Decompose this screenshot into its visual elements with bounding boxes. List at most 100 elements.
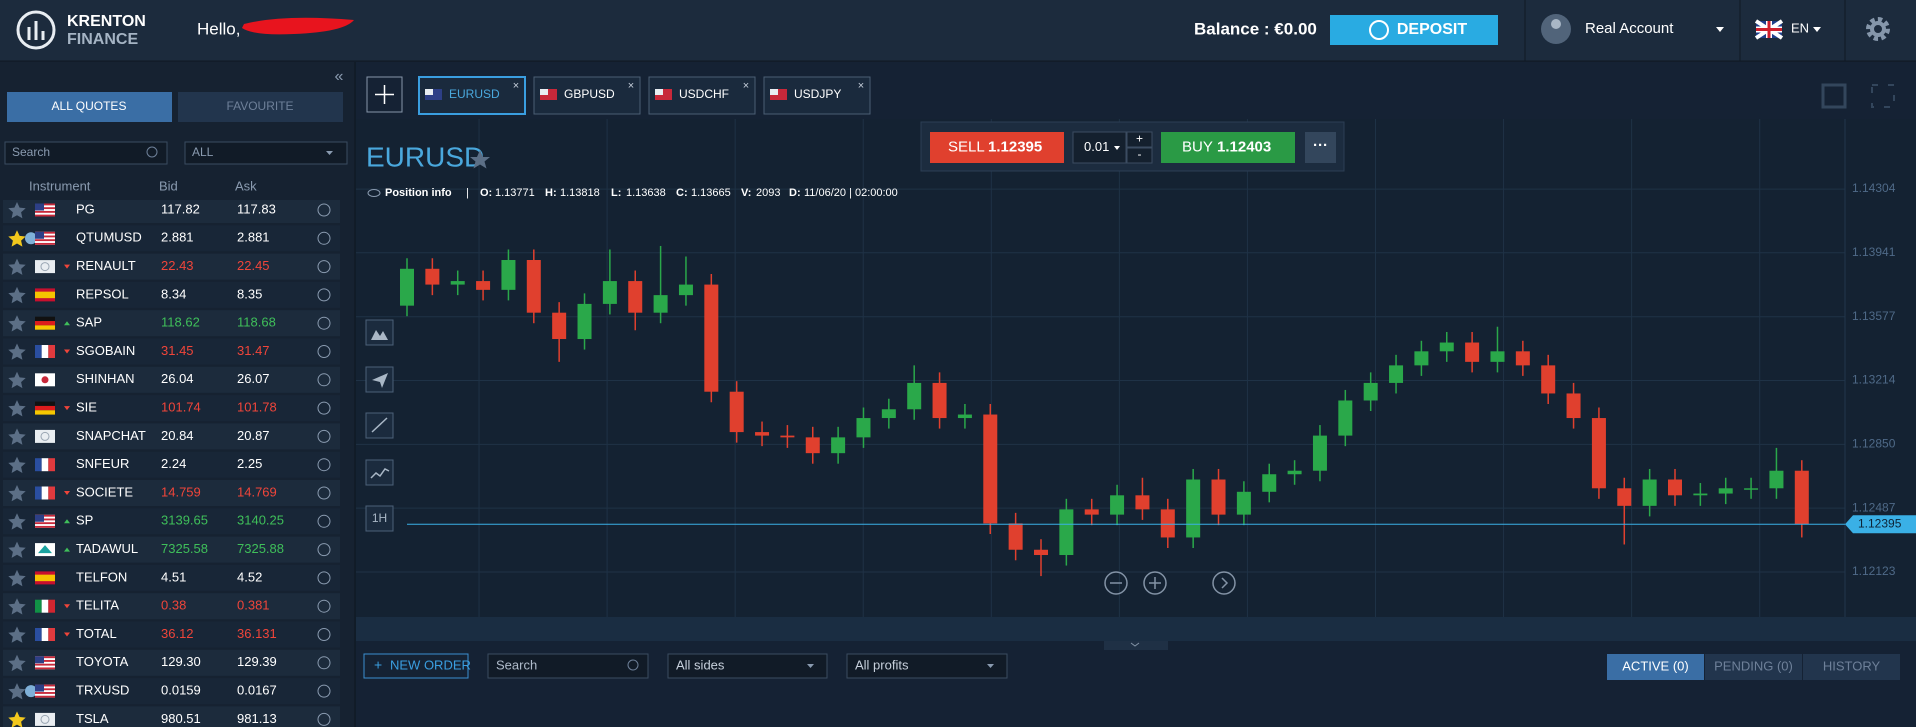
dropdown-arrow[interactable] [807, 664, 814, 668]
search-input[interactable] [4, 141, 168, 165]
uk-flag[interactable] [1754, 19, 1784, 40]
instrument[interactable]: QTUMUSD [76, 230, 142, 245]
instrument[interactable]: TELFON [76, 569, 127, 584]
tab-label[interactable]: USDCHF [679, 87, 729, 101]
info-icon[interactable] [317, 571, 331, 585]
filter-value[interactable]: ALL [192, 145, 214, 159]
tab-label[interactable]: ALL QUOTES [52, 99, 127, 113]
new-order-button[interactable] [363, 653, 469, 679]
tab-close[interactable]: × [743, 80, 749, 92]
star[interactable] [8, 400, 26, 417]
tool-indicator[interactable] [365, 459, 394, 486]
sides-select[interactable] [667, 653, 828, 679]
search-placeholder[interactable]: Search [12, 145, 50, 159]
instrument[interactable]: TOTAL [76, 626, 117, 641]
order-tab[interactable] [1803, 654, 1900, 680]
dropdown-arrow[interactable] [1114, 146, 1120, 150]
info-icon[interactable] [317, 712, 331, 726]
star[interactable] [8, 485, 26, 502]
info-icon[interactable] [317, 656, 331, 670]
sell-button[interactable] [930, 132, 1064, 163]
instrument[interactable]: TELITA [76, 598, 119, 613]
layout-icon[interactable] [1821, 83, 1847, 109]
sides-value[interactable]: All sides [676, 657, 725, 672]
timeframe[interactable]: 1H [372, 511, 387, 525]
info-icon[interactable] [317, 345, 331, 358]
zoom-in[interactable] [1143, 571, 1167, 595]
star[interactable] [8, 598, 26, 615]
tab-favourite[interactable] [178, 92, 343, 122]
instrument[interactable]: REPSOL [76, 286, 129, 301]
tab-all-quotes[interactable] [7, 92, 172, 122]
order-tab[interactable] [1705, 654, 1802, 680]
star[interactable] [8, 428, 26, 445]
dropdown-arrow[interactable] [326, 151, 333, 155]
order-tab[interactable] [1607, 654, 1704, 680]
info-icon[interactable] [317, 599, 331, 613]
instrument[interactable]: PG [76, 201, 95, 216]
lot-value[interactable]: 0.01 [1084, 139, 1109, 154]
tool-area[interactable] [365, 319, 394, 346]
info-icon[interactable] [317, 316, 331, 330]
dropdown-arrow[interactable] [1716, 27, 1724, 32]
search-placeholder[interactable]: Search [496, 657, 537, 672]
orders-search[interactable] [487, 653, 649, 679]
star[interactable] [8, 683, 26, 700]
more-icon[interactable]: ··· [1313, 137, 1328, 154]
star[interactable] [8, 456, 26, 474]
info-icon[interactable] [317, 684, 331, 698]
new-order-label[interactable]: NEW ORDER [390, 657, 471, 672]
info-icon[interactable] [317, 429, 331, 443]
info-icon[interactable] [317, 543, 331, 557]
order-tab-label[interactable]: PENDING (0) [1714, 658, 1793, 673]
instrument[interactable]: SOCIETE [76, 484, 133, 499]
profits-value[interactable]: All profits [855, 657, 909, 672]
star[interactable] [8, 230, 26, 247]
plus-icon[interactable]: + [374, 657, 382, 673]
tab-label[interactable]: GBPUSD [564, 87, 615, 101]
star[interactable] [8, 541, 26, 558]
instrument[interactable]: TOYOTA [76, 654, 129, 669]
tab-label[interactable]: USDJPY [794, 87, 841, 101]
eye-icon[interactable] [367, 189, 381, 197]
info-icon[interactable] [317, 628, 331, 641]
info-icon[interactable] [317, 373, 331, 387]
instrument[interactable]: RENAULT [76, 258, 136, 273]
order-tab-label[interactable]: ACTIVE (0) [1622, 658, 1688, 673]
star[interactable] [8, 513, 26, 530]
instrument[interactable]: SHINHAN [76, 371, 135, 386]
star[interactable] [8, 654, 26, 672]
star[interactable] [8, 371, 26, 389]
lot-plus[interactable] [1126, 131, 1153, 148]
tab-close[interactable]: × [513, 80, 519, 92]
more-button[interactable] [1305, 132, 1336, 163]
sell-price[interactable]: 1.12395 [988, 138, 1042, 155]
star[interactable] [8, 626, 26, 643]
info-icon[interactable] [317, 288, 331, 302]
dropdown-arrow[interactable] [987, 664, 994, 668]
instrument[interactable]: TADAWUL [76, 541, 138, 556]
buy-button[interactable] [1161, 132, 1295, 163]
star[interactable] [8, 202, 26, 219]
info-icon[interactable] [317, 401, 331, 415]
favourite-star[interactable] [470, 150, 490, 169]
settings-icon[interactable] [1866, 17, 1890, 41]
star[interactable] [8, 343, 26, 360]
lot-minus[interactable] [1126, 147, 1153, 164]
scroll-right[interactable] [1212, 571, 1236, 595]
buy-label[interactable]: BUY [1182, 138, 1213, 155]
star[interactable] [8, 315, 26, 332]
tab-close[interactable]: × [628, 80, 634, 92]
instrument[interactable]: SP [76, 513, 93, 528]
info-icon[interactable] [317, 486, 331, 500]
instrument[interactable]: TRXUSD [76, 683, 129, 698]
info-icon[interactable] [317, 458, 331, 472]
star[interactable] [8, 286, 26, 304]
dropdown-arrow[interactable] [1813, 27, 1821, 32]
fullscreen-icon[interactable] [1871, 84, 1895, 108]
sell-label[interactable]: SELL [948, 138, 985, 155]
tab-label[interactable]: EURUSD [449, 87, 500, 101]
tab-close[interactable]: × [858, 80, 864, 92]
star[interactable] [8, 258, 26, 275]
filter-select[interactable] [184, 141, 348, 165]
